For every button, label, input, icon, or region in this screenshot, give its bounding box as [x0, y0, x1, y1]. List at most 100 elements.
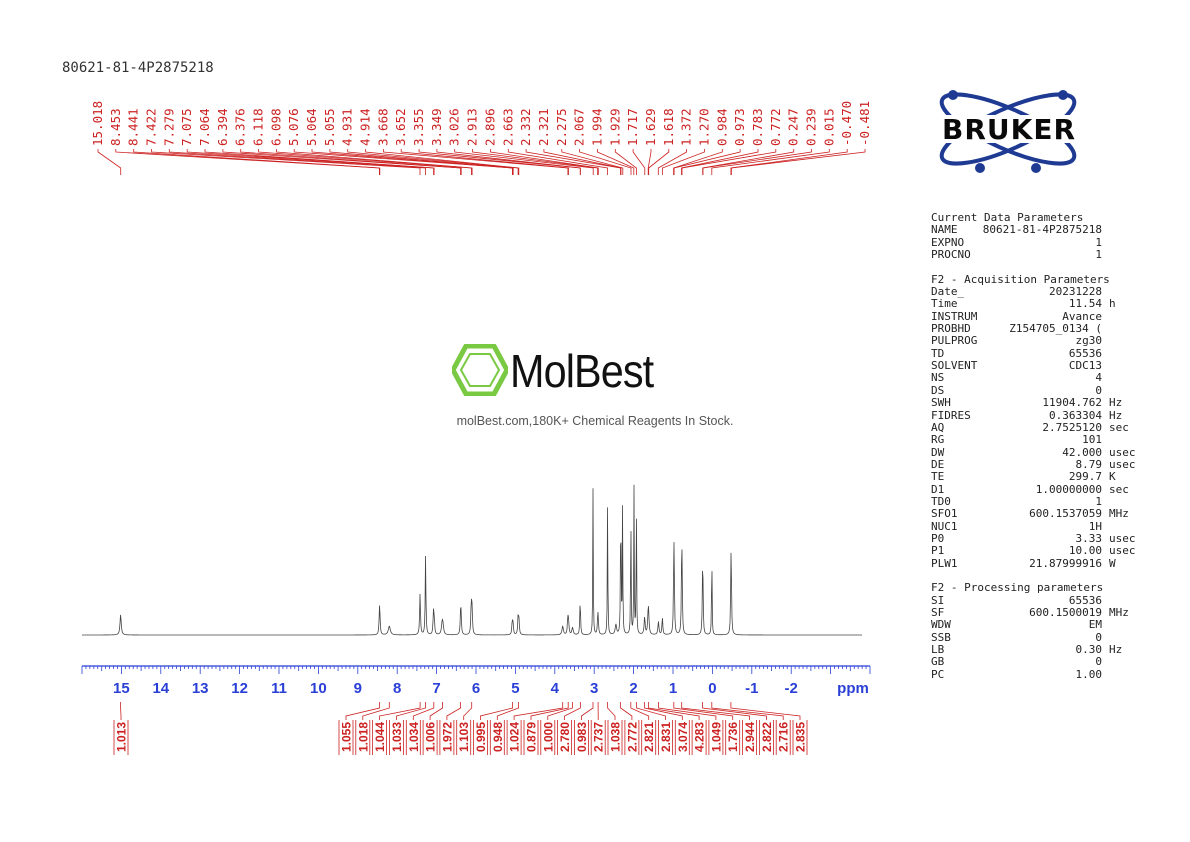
param-value: 600.1500019	[1029, 606, 1102, 619]
peak-label-leader	[133, 149, 381, 175]
param-unit: Hz	[1109, 408, 1123, 422]
param-value: 10.00	[1068, 544, 1102, 558]
param-unit: Hz	[1109, 396, 1123, 410]
param-name: PLW1	[931, 556, 958, 570]
peak-label: 6.394	[215, 108, 230, 146]
peak-label-leader	[204, 149, 435, 175]
param-row-nuc1: NUC1 1H	[931, 519, 1146, 533]
param-row-aq: AQ 2.7525120 sec	[931, 420, 1146, 434]
param-name: EXPNO	[931, 235, 965, 249]
integral-value: 4.283	[693, 722, 707, 752]
param-row-plw1: PLW1 21.87999916 W	[931, 556, 1146, 570]
peak-label-leader	[579, 149, 632, 175]
x-tick-label: 8	[393, 680, 401, 697]
param-row-de: DE 8.79 usec	[931, 457, 1146, 471]
peak-label-leader	[711, 149, 830, 175]
peak-label: 1.270	[697, 108, 712, 146]
param-row-solvent: SOLVENT CDC13	[931, 359, 1146, 373]
param-value: 21.87999916	[1029, 556, 1102, 570]
param-unit: h	[1109, 297, 1116, 311]
peak-label: 3.355	[411, 108, 426, 146]
peak-label-leader	[561, 149, 624, 175]
peak-label: 1.929	[607, 108, 622, 146]
param-value: 1	[1095, 494, 1102, 508]
integral-bracket	[742, 720, 757, 755]
peak-label: 4.914	[358, 108, 373, 146]
integral-value: 1.024	[508, 722, 522, 752]
param-value: 1H	[1088, 519, 1102, 533]
param-row-date-: Date_ 20231228	[931, 285, 1146, 299]
param-row-lb: LB 0.30 Hz	[931, 643, 1146, 657]
integral-value: 1.006	[424, 722, 438, 752]
integral-leader	[681, 702, 750, 720]
integral-bracket	[113, 720, 129, 755]
param-name: Date_	[931, 285, 965, 299]
param-value: 101	[1082, 433, 1102, 447]
param-value: 1	[1095, 235, 1102, 249]
integral-leader	[513, 702, 564, 720]
param-row-instrum: INSTRUM Avance	[931, 310, 1146, 323]
peak-label: 0.247	[786, 108, 801, 146]
peak-label: 3.026	[447, 108, 462, 146]
param-row-pc: PC 1.00	[931, 667, 1146, 681]
integral-bracket	[658, 720, 673, 755]
param-name: SFO1	[931, 507, 958, 521]
x-tick-label: 14	[152, 680, 169, 697]
param-unit: sec	[1109, 420, 1129, 434]
param-value: CDC13	[1068, 359, 1102, 373]
param-name: SF	[931, 606, 945, 619]
peak-label: 2.896	[482, 108, 497, 146]
integral-bracket	[355, 720, 371, 755]
peak-label-leader	[597, 149, 635, 175]
param-value: 299.7	[1068, 470, 1102, 484]
param-name: DE	[931, 457, 945, 471]
peak-label: 2.332	[518, 108, 533, 146]
peak-label: -0.481	[857, 101, 872, 146]
param-name: NAME	[931, 223, 958, 237]
peak-label-leader	[383, 149, 569, 175]
peak-label-leader	[681, 149, 759, 175]
param-value: 11904.762	[1042, 396, 1102, 410]
acquisition-params: Date_ 20231228 Time 11.54 h INSTRUM Avance PROB…	[931, 285, 1146, 570]
molbest-icon	[452, 344, 508, 396]
peak-label: 15.018	[90, 101, 105, 146]
integral-leader	[429, 702, 443, 720]
peak-label: 2.663	[500, 108, 515, 146]
integral-leader	[581, 702, 594, 720]
integral-bracket	[338, 720, 354, 755]
peak-label-leader	[702, 149, 812, 175]
peak-label: 0.772	[768, 108, 783, 146]
bruker-logo: BRUKER	[924, 90, 1094, 173]
peak-label-leader	[647, 149, 652, 175]
integral-bracket	[708, 720, 724, 755]
integral-value: 2.831	[659, 722, 673, 752]
integral-leader	[362, 702, 390, 720]
param-value: 8.79	[1075, 457, 1103, 471]
integral-value: 2.835	[794, 722, 808, 752]
peak-label: 6.376	[233, 108, 248, 146]
param-value: 2.7525120	[1042, 420, 1102, 434]
param-name: DS	[931, 383, 945, 397]
param-row-swh: SWH 11904.762 Hz	[931, 396, 1146, 410]
x-tick-label: 7	[432, 680, 440, 697]
integral-leader	[564, 702, 581, 720]
param-row-procno: PROCNO 1	[931, 248, 1146, 261]
param-unit: MHz	[1109, 507, 1129, 521]
integral-value: 1.103	[457, 722, 471, 752]
molbest-tagline: molBest.com,180K+ Chemical Reagents In S…	[456, 414, 734, 428]
param-unit: W	[1109, 556, 1116, 570]
peak-label: 5.076	[286, 108, 301, 146]
peak-label: 0.239	[804, 108, 819, 146]
x-tick-label: 0	[708, 680, 716, 697]
peak-label-leader	[400, 149, 569, 175]
param-name: LB	[931, 643, 945, 657]
param-value: 0	[1095, 630, 1102, 644]
param-value: 65536	[1068, 346, 1102, 360]
param-name: PROBHD	[931, 322, 971, 336]
param-value: 0	[1095, 655, 1102, 669]
integral-value: 1.018	[356, 722, 370, 752]
x-tick-label: 2	[629, 680, 637, 697]
param-value: Z154705_0134 (	[1009, 322, 1102, 336]
param-value: 1.00	[1075, 667, 1103, 681]
